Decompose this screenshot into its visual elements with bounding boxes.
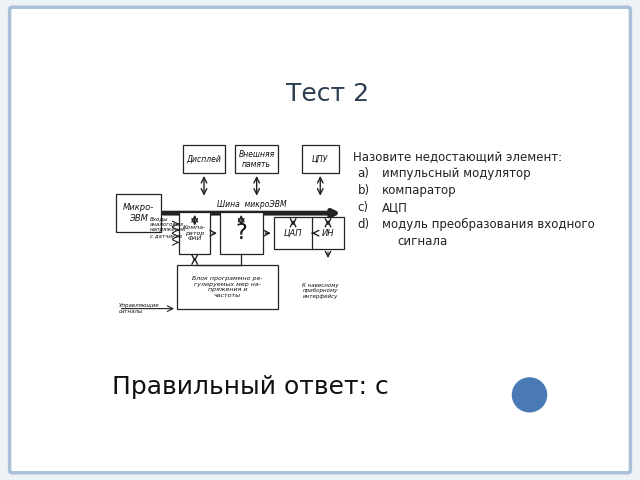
Bar — [177, 265, 278, 310]
Circle shape — [513, 378, 547, 412]
Text: сигнала: сигнала — [397, 235, 448, 248]
Text: Блок программно ре-
гулируемых мер на-
пряжения и
частоты: Блок программно ре- гулируемых мер на- п… — [192, 276, 262, 298]
Text: ЦПУ: ЦПУ — [312, 155, 328, 164]
Text: модуль преобразования входного: модуль преобразования входного — [382, 218, 595, 231]
Text: ИН: ИН — [322, 228, 334, 238]
Text: К навесному
приборному
интерфейсу: К навесному приборному интерфейсу — [302, 283, 339, 299]
Text: Правильный ответ: с: Правильный ответ: с — [112, 375, 389, 399]
Text: Тест 2: Тест 2 — [287, 82, 369, 106]
Text: Шина  микроЭВМ: Шина микроЭВМ — [217, 200, 287, 208]
Text: АЦП: АЦП — [382, 201, 408, 214]
Bar — [301, 145, 339, 173]
Text: импульсный модулятор: импульсный модулятор — [382, 167, 531, 180]
Text: c): c) — [358, 201, 369, 214]
Text: Входы
аналоговых
напряжений
с датчиков: Входы аналоговых напряжений с датчиков — [150, 216, 186, 238]
Text: Назовите недостающий элемент:: Назовите недостающий элемент: — [353, 152, 562, 165]
Text: Внешняя
память: Внешняя память — [239, 150, 275, 169]
Bar — [274, 217, 312, 249]
Bar — [182, 145, 225, 173]
Bar — [116, 194, 161, 232]
Bar — [220, 212, 262, 254]
Text: компаратор: компаратор — [382, 184, 457, 197]
Bar — [179, 212, 210, 254]
Text: ?: ? — [236, 223, 247, 243]
Text: Управляющие
сигналы: Управляющие сигналы — [119, 303, 159, 314]
Text: Микро-
ЭВМ: Микро- ЭВМ — [122, 204, 154, 223]
Text: ЦАП: ЦАП — [284, 228, 302, 238]
Text: d): d) — [358, 218, 369, 231]
Text: Дисплей: Дисплей — [187, 155, 221, 164]
Text: Компа-
ратор
ФАИ: Компа- ратор ФАИ — [183, 225, 206, 241]
Bar — [236, 145, 278, 173]
Text: a): a) — [358, 167, 369, 180]
Text: b): b) — [358, 184, 369, 197]
Bar — [312, 217, 344, 249]
